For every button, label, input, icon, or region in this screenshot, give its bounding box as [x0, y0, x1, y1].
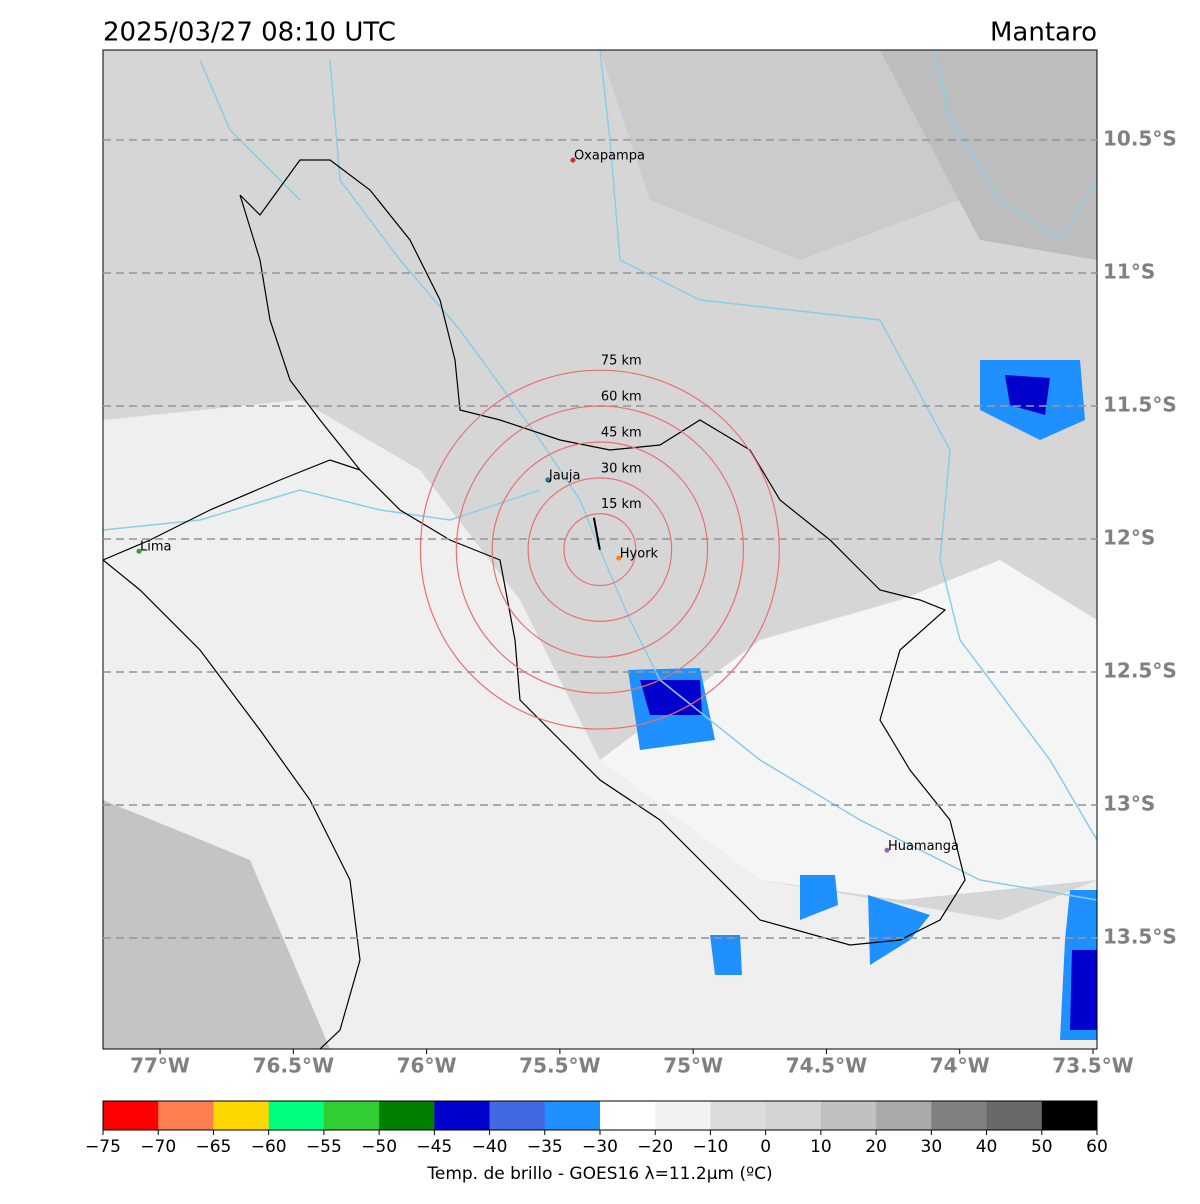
x-tick-label: 74.5°W	[786, 1054, 867, 1078]
colorbar-tick-label: −65	[195, 1137, 231, 1157]
colorbar-tick-label: 10	[810, 1137, 832, 1157]
colorbar-tick-label: 0	[760, 1137, 771, 1157]
range-ring	[455, 405, 745, 694]
colorbar-cell	[434, 1101, 490, 1130]
range-ring	[563, 513, 637, 587]
city-dot	[136, 548, 142, 554]
range-ring	[527, 477, 673, 623]
ring-center-marker	[592, 517, 601, 550]
colorbar-cell	[1041, 1101, 1098, 1130]
colorbar-tick-label: −10	[692, 1137, 728, 1157]
y-tick-label: 11°S	[1103, 259, 1155, 283]
colorbar-tick-label: 40	[976, 1137, 998, 1157]
colorbar-tick-label: 50	[1031, 1137, 1053, 1157]
colorbar-cell	[931, 1101, 987, 1130]
city-dot	[616, 555, 622, 561]
colorbar-cell	[986, 1101, 1043, 1130]
colorbar-cell	[765, 1101, 822, 1130]
colorbar-cell	[489, 1101, 546, 1130]
y-tick-label: 12.5°S	[1103, 659, 1177, 683]
overlay: 77°W 76.5°W 76°W 75.5°W 75°W 74.5°W 74°W 73.5°W…	[85, 126, 1177, 1184]
colorbar-tick-label: 30	[921, 1137, 943, 1157]
range-ring	[419, 369, 780, 730]
city-label: Hyork	[620, 547, 659, 562]
colorbar-tick-label: −20	[637, 1137, 673, 1157]
colorbar-label: Temp. de brillo - GOES16 λ=11.2μm (ºC)	[426, 1164, 772, 1184]
colorbar-tick-label: −50	[361, 1137, 397, 1157]
colorbar-cell	[655, 1101, 711, 1130]
x-tick-label: 73.5°W	[1052, 1054, 1133, 1078]
colorbar-cell	[820, 1101, 877, 1130]
colorbar-cell	[103, 1101, 159, 1130]
map-frame	[102, 49, 1098, 1050]
x-tick-label: 77°W	[130, 1054, 190, 1078]
x-tick-label: 76.5°W	[253, 1054, 334, 1078]
x-tick-label: 74°W	[930, 1054, 990, 1078]
city-label: Oxapampa	[574, 149, 645, 164]
colorbar-cell	[544, 1101, 601, 1130]
y-tick-label: 13°S	[1103, 792, 1155, 816]
colorbar-tick-label: 20	[865, 1137, 887, 1157]
ring-label: 30 km	[601, 461, 642, 476]
colorbar-cell	[710, 1101, 766, 1130]
colorbar-tick-label: −70	[140, 1137, 176, 1157]
city-label: Lima	[140, 540, 171, 555]
colorbar-tick-label: −30	[582, 1137, 618, 1157]
city-dot	[545, 477, 551, 483]
colorbar-tick-label: −45	[416, 1137, 452, 1157]
city-dot	[884, 847, 890, 853]
colorbar-cell	[213, 1101, 269, 1130]
x-tick-label: 75°W	[663, 1054, 723, 1078]
ring-label: 45 km	[601, 425, 642, 440]
y-tick-label: 13.5°S	[1103, 925, 1177, 949]
city-label: Jauja	[548, 468, 581, 483]
region: Mantaro	[990, 18, 1097, 48]
y-tick-label: 10.5°S	[1103, 126, 1177, 150]
title: 2025/03/27 08:10 UTC	[103, 18, 396, 48]
ring-label: 60 km	[601, 390, 642, 405]
colorbar-tick-label: −55	[306, 1137, 342, 1157]
city-label: Huamanga	[888, 839, 959, 854]
colorbar-tick-label: −35	[527, 1137, 563, 1157]
colorbar-tick-label: −75	[85, 1137, 121, 1157]
colorbar-cell	[268, 1101, 325, 1130]
range-ring	[491, 441, 709, 658]
y-tick-label: 12°S	[1103, 525, 1155, 549]
imagery	[103, 50, 1097, 1049]
ring-label: 75 km	[601, 354, 642, 369]
colorbar-tick-label: −60	[251, 1137, 287, 1157]
y-tick-label: 11.5°S	[1103, 392, 1177, 416]
colorbar-cell	[323, 1101, 380, 1130]
x-tick-label: 76°W	[397, 1054, 457, 1078]
colorbar-cell	[379, 1101, 435, 1130]
colorbar-cell	[600, 1101, 656, 1130]
colorbar-cell	[158, 1101, 214, 1130]
colorbar-tick-label: −40	[472, 1137, 508, 1157]
ring-label: 15 km	[601, 497, 642, 512]
colorbar-tick-label: 60	[1086, 1137, 1108, 1157]
city-dot	[570, 157, 576, 163]
x-tick-label: 75.5°W	[519, 1054, 600, 1078]
colorbar-cell	[876, 1101, 932, 1130]
